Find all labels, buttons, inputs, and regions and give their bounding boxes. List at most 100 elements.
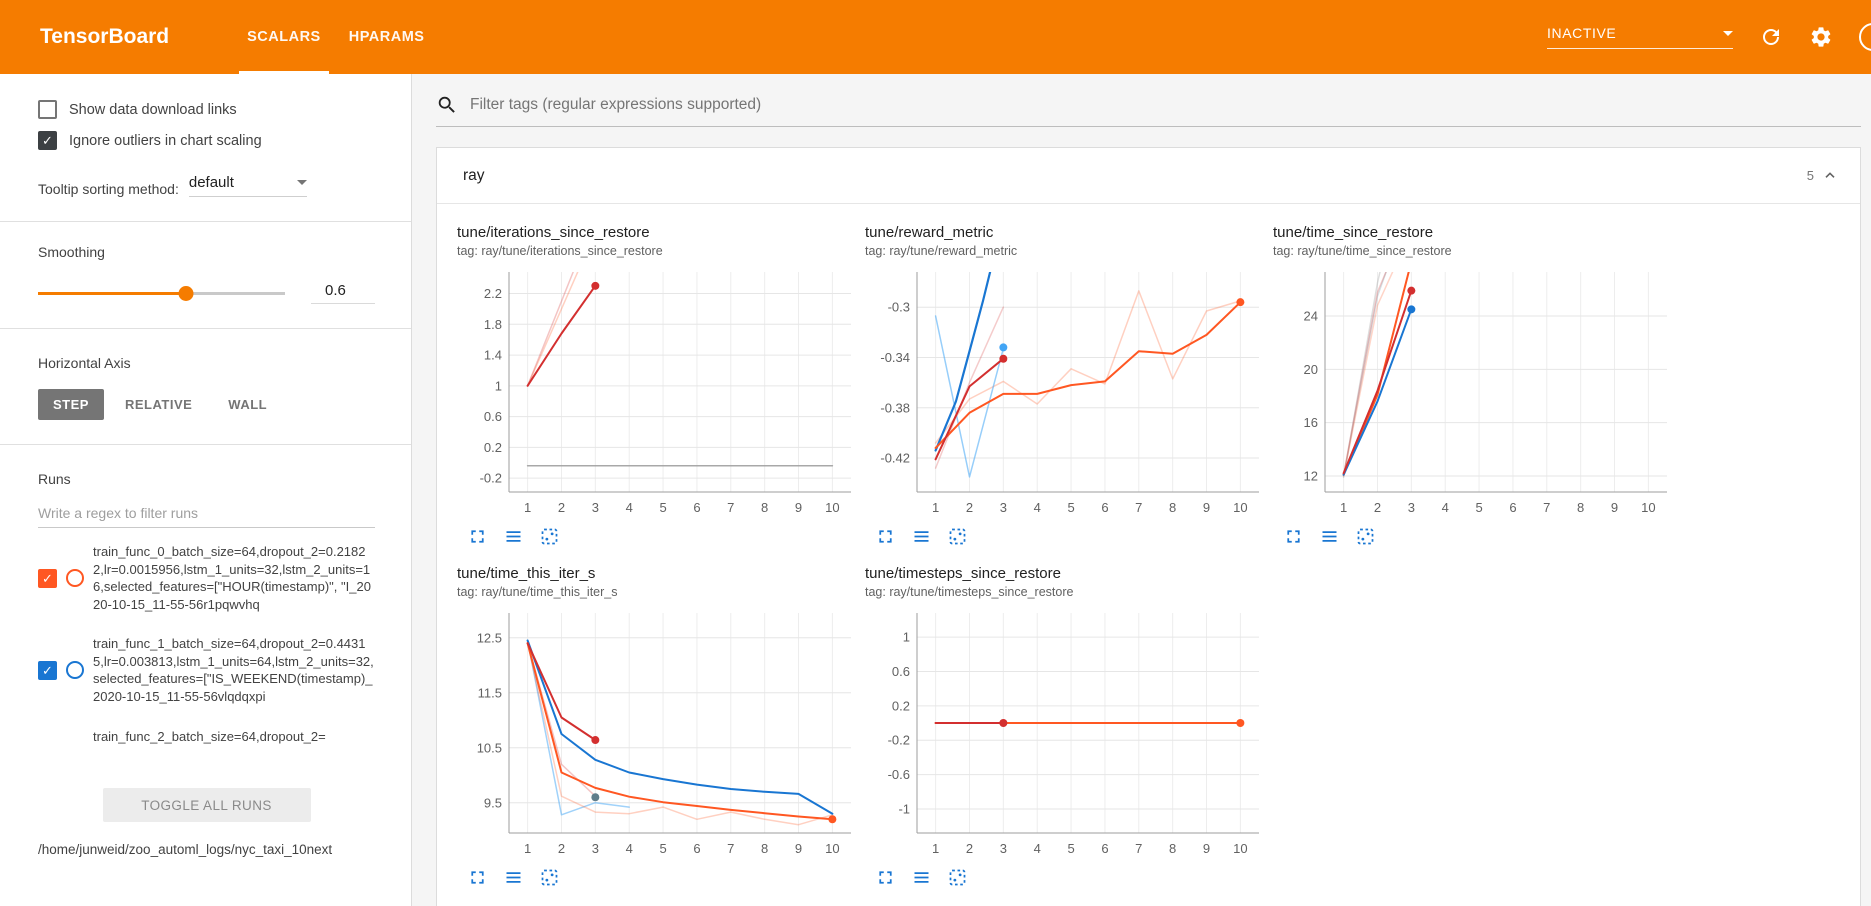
pin-icon[interactable] <box>1355 526 1376 547</box>
tab-bar: SCALARS HPARAMS <box>233 0 438 74</box>
svg-text:6: 6 <box>1509 500 1516 515</box>
run-label: train_func_0_batch_size=64,dropout_2=0.2… <box>93 544 371 612</box>
fullscreen-icon[interactable] <box>1283 526 1304 547</box>
run-item: train_func_2_batch_size=64,dropout_2= <box>38 716 375 757</box>
svg-text:3: 3 <box>1000 500 1007 515</box>
runs-menu-icon[interactable] <box>1319 526 1340 547</box>
chart-title: tune/time_this_iter_s <box>457 565 596 582</box>
tooltip-sorting-select[interactable]: default <box>188 174 307 197</box>
svg-text:5: 5 <box>659 500 666 515</box>
run-radio[interactable] <box>66 569 84 587</box>
svg-text:1: 1 <box>495 378 502 393</box>
svg-text:5: 5 <box>1067 500 1074 515</box>
svg-text:0.6: 0.6 <box>484 409 502 424</box>
svg-text:10: 10 <box>1233 841 1247 856</box>
pin-icon[interactable] <box>539 867 560 888</box>
run-label: train_func_2_batch_size=64,dropout_2= <box>93 728 326 744</box>
chart-toolbar <box>875 867 1267 888</box>
svg-text:-0.34: -0.34 <box>880 350 910 365</box>
run-item: ✓ train_func_1_batch_size=64,dropout_2=0.… <box>38 624 375 716</box>
smoothing-slider[interactable] <box>38 285 285 301</box>
run-item: ✓ train_func_0_batch_size=64,dropout_2=0.… <box>38 532 375 624</box>
ignore-outliers-checkbox[interactable]: ✓ <box>38 131 57 150</box>
axis-step-button[interactable]: STEP <box>38 389 104 420</box>
chart-tag: tag: ray/tune/time_this_iter_s <box>457 585 618 599</box>
smoothing-value-input[interactable]: 0.6 <box>311 282 375 304</box>
runs-menu-icon[interactable] <box>503 526 524 547</box>
show-download-links-checkbox[interactable] <box>38 100 57 119</box>
settings-gear-icon[interactable] <box>1809 25 1833 49</box>
svg-text:-0.38: -0.38 <box>880 400 910 415</box>
svg-text:1: 1 <box>932 841 939 856</box>
chart-title: tune/iterations_since_restore <box>457 224 650 241</box>
svg-text:10: 10 <box>825 841 839 856</box>
svg-text:9: 9 <box>1203 841 1210 856</box>
svg-text:4: 4 <box>1034 841 1041 856</box>
svg-text:0.2: 0.2 <box>484 440 502 455</box>
tooltip-sorting-row: Tooltip sorting method: default <box>38 174 375 197</box>
axis-wall-button[interactable]: WALL <box>213 389 282 420</box>
runs-menu-icon[interactable] <box>911 526 932 547</box>
svg-text:4: 4 <box>626 841 633 856</box>
svg-text:5: 5 <box>1067 841 1074 856</box>
divider <box>0 328 411 329</box>
svg-text:7: 7 <box>727 500 734 515</box>
show-download-links-row: Show data download links <box>38 100 375 119</box>
reload-status-dropdown[interactable]: INACTIVE <box>1547 25 1733 49</box>
svg-text:2: 2 <box>558 500 565 515</box>
smoothing-label: Smoothing <box>38 244 105 260</box>
svg-text:2: 2 <box>966 500 973 515</box>
pin-icon[interactable] <box>947 867 968 888</box>
horizontal-axis-label: Horizontal Axis <box>38 355 131 371</box>
run-checkbox[interactable]: ✓ <box>38 568 57 588</box>
fullscreen-icon[interactable] <box>875 867 896 888</box>
help-icon[interactable] <box>1859 23 1871 51</box>
runs-list: ✓ train_func_0_batch_size=64,dropout_2=0.… <box>38 532 375 782</box>
app-body: Show data download links ✓ Ignore outlie… <box>0 74 1871 906</box>
svg-text:7: 7 <box>1543 500 1550 515</box>
fullscreen-icon[interactable] <box>875 526 896 547</box>
svg-text:9: 9 <box>795 500 802 515</box>
fullscreen-icon[interactable] <box>467 526 488 547</box>
svg-text:9.5: 9.5 <box>484 795 502 810</box>
runs-menu-icon[interactable] <box>911 867 932 888</box>
tag-filter-input[interactable] <box>470 96 1861 114</box>
pin-icon[interactable] <box>947 526 968 547</box>
run-radio[interactable] <box>66 661 84 679</box>
svg-text:2: 2 <box>558 841 565 856</box>
chevron-down-icon <box>296 180 307 185</box>
tab-hparams[interactable]: HPARAMS <box>348 29 425 45</box>
dashboard-main: ray 5 tune/iterations_since_restore tag: … <box>412 74 1871 906</box>
axis-relative-button[interactable]: RELATIVE <box>110 389 207 420</box>
chart-toolbar <box>467 867 859 888</box>
svg-text:7: 7 <box>1135 841 1142 856</box>
tag-group-header[interactable]: ray 5 <box>437 148 1860 204</box>
smoothing-slider-thumb[interactable] <box>178 285 194 301</box>
refresh-icon[interactable] <box>1759 25 1783 49</box>
fullscreen-icon[interactable] <box>467 867 488 888</box>
chart-title: tune/reward_metric <box>865 224 994 241</box>
svg-text:10.5: 10.5 <box>477 740 502 755</box>
tab-scalars[interactable]: SCALARS <box>233 0 335 74</box>
chevron-up-icon[interactable] <box>1822 168 1838 184</box>
svg-text:8: 8 <box>761 841 768 856</box>
pin-icon[interactable] <box>539 526 560 547</box>
app-header: TensorBoard SCALARS HPARAMS INACTIVE <box>0 0 1871 74</box>
svg-text:4: 4 <box>626 500 633 515</box>
runs-filter-input[interactable] <box>38 499 375 528</box>
chart-plot: 9.5 10.5 11.5 12.5 1 2 3 4 5 6 7 8 9 10 <box>477 613 851 856</box>
smoothing-slider-fill <box>38 291 187 295</box>
svg-text:9: 9 <box>1611 500 1618 515</box>
run-checkbox[interactable]: ✓ <box>38 660 57 680</box>
chart-toolbar <box>875 526 1267 547</box>
chart-toolbar <box>467 526 859 547</box>
tag-filter-row <box>436 94 1861 127</box>
chart-plot: -0.42 -0.38 -0.34 -0.3 1 2 3 4 5 6 7 8 9 10 <box>880 272 1259 515</box>
chart-tag: tag: ray/tune/timesteps_since_restore <box>865 585 1074 599</box>
runs-menu-icon[interactable] <box>503 867 524 888</box>
svg-text:1: 1 <box>1340 500 1347 515</box>
svg-text:1.8: 1.8 <box>484 317 502 332</box>
svg-text:2: 2 <box>1374 500 1381 515</box>
toggle-all-runs-button[interactable]: TOGGLE ALL RUNS <box>102 788 311 822</box>
